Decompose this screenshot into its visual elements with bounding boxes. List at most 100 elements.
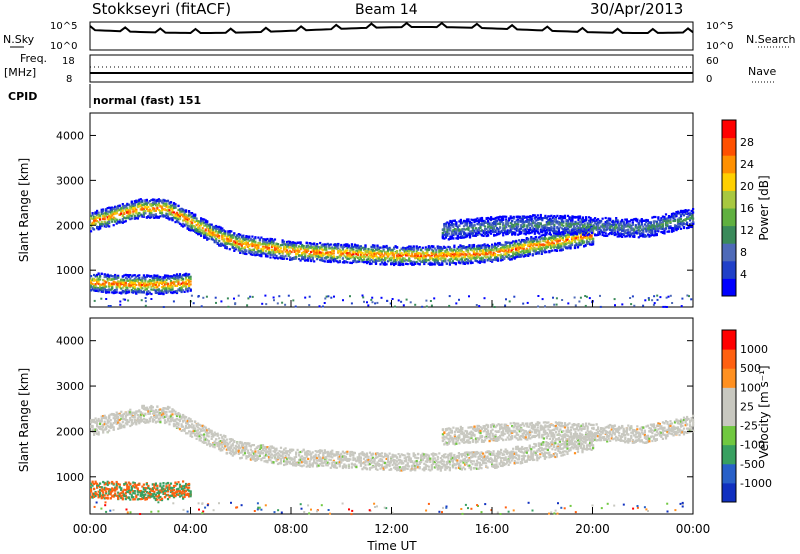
- power-cell: [310, 251, 313, 254]
- power-cell: [355, 246, 358, 249]
- power-cell: [482, 259, 485, 262]
- power-cell: [420, 248, 423, 251]
- power-cell: [189, 280, 192, 283]
- power-cell: [145, 203, 148, 206]
- power-cell: [498, 243, 501, 246]
- power-cell: [430, 248, 433, 251]
- power-cell: [276, 246, 280, 249]
- power-cell: [180, 288, 183, 291]
- power-cell: [456, 225, 459, 228]
- power-cell: [335, 260, 338, 263]
- power-cell: [276, 243, 280, 246]
- power-cell: [97, 211, 100, 214]
- power-cell: [305, 245, 308, 248]
- power-cell: [436, 255, 439, 258]
- power-cell: [421, 246, 424, 249]
- power-cell: [563, 240, 566, 243]
- power-cell: [427, 262, 430, 265]
- power-cell: [230, 243, 233, 246]
- power-cell: [374, 248, 378, 251]
- power-cell: [576, 245, 580, 248]
- power-cell: [545, 233, 548, 236]
- power-cell: [178, 214, 182, 217]
- power-cell: [106, 279, 109, 282]
- power-cell: [279, 247, 283, 250]
- power-cell: [237, 247, 240, 250]
- power-cell: [165, 204, 168, 207]
- power-cell: [314, 251, 317, 254]
- power-cell: [539, 247, 542, 251]
- power-cell: [97, 221, 100, 224]
- power-cell: [313, 243, 316, 246]
- power-cell: [374, 255, 378, 258]
- power-cell: [102, 223, 105, 226]
- power-cell: [506, 250, 509, 253]
- power-cell: [412, 260, 415, 263]
- power-cell: [328, 243, 331, 246]
- power-cell: [353, 245, 356, 248]
- power-cell: [129, 217, 132, 220]
- power-cell: [560, 231, 563, 234]
- power-cell: [485, 221, 488, 224]
- power-cell: [477, 221, 481, 224]
- power-cell: [177, 275, 180, 278]
- power-cell: [538, 216, 541, 219]
- power-cell: [368, 254, 372, 257]
- power-cell: [486, 252, 489, 256]
- power-cell: [488, 257, 491, 260]
- power-cell: [421, 256, 424, 260]
- power-cell: [499, 215, 502, 218]
- power-cell: [266, 241, 269, 244]
- power-cell: [511, 219, 514, 223]
- power-cell: [507, 249, 510, 252]
- power-cell: [566, 231, 570, 234]
- power-cell: [517, 233, 520, 236]
- power-cell: [405, 259, 408, 262]
- power-cell: [269, 239, 272, 242]
- power-cell: [337, 244, 340, 247]
- power-cell: [517, 225, 520, 228]
- power-cell: [349, 257, 352, 260]
- power-cell: [565, 222, 568, 225]
- power-cell: [165, 291, 168, 294]
- power-cell: [509, 225, 512, 228]
- power-cell: [467, 220, 470, 223]
- power-cell: [328, 251, 331, 254]
- power-cell: [249, 251, 252, 254]
- power-cell: [491, 254, 494, 257]
- power-cell: [391, 261, 394, 264]
- power-cell: [586, 238, 589, 241]
- power-cell: [501, 243, 504, 247]
- power-cell: [459, 249, 462, 252]
- power-cell: [189, 289, 192, 292]
- power-cell: [142, 291, 145, 294]
- power-cell: [169, 286, 173, 289]
- power-cell: [123, 290, 126, 293]
- power-cell: [569, 247, 572, 250]
- power-cell: [480, 222, 484, 225]
- power-cell: [393, 263, 396, 266]
- power-cell: [527, 215, 530, 218]
- power-cell: [195, 219, 198, 222]
- power-cell: [573, 236, 577, 239]
- power-cell: [424, 254, 427, 258]
- power-cell: [415, 245, 418, 248]
- power-cell: [142, 282, 145, 285]
- power-cell: [579, 234, 583, 237]
- power-cell: [175, 217, 179, 220]
- power-cell: [403, 249, 406, 252]
- power-cell: [429, 263, 432, 266]
- power-cell: [347, 252, 350, 255]
- power-cell: [518, 220, 521, 223]
- power-cell: [402, 253, 405, 257]
- power-cell: [326, 255, 329, 259]
- power-cell: [204, 232, 207, 235]
- power-cell: [124, 288, 127, 291]
- power-cell: [145, 285, 148, 288]
- power-cell: [234, 236, 237, 239]
- power-cell: [454, 251, 457, 255]
- power-cell: [117, 204, 120, 208]
- power-cell: [385, 263, 388, 266]
- power-cell: [448, 254, 451, 257]
- power-cell: [473, 229, 476, 232]
